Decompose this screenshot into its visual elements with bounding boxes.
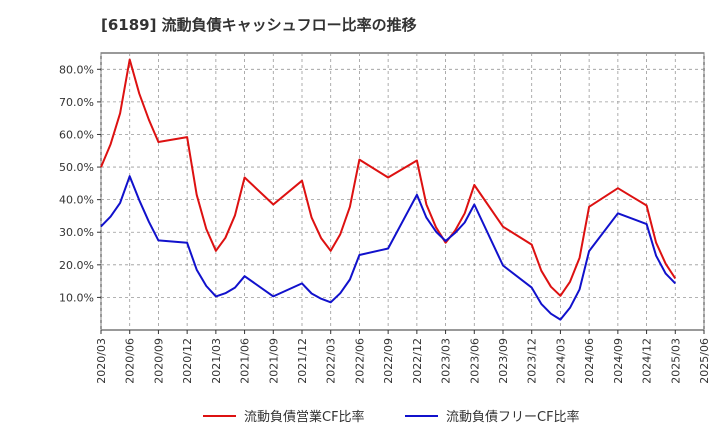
x-tick-label: 2021/12	[296, 338, 309, 384]
legend-label-2: 流動負債フリーCF比率	[446, 409, 580, 425]
series-line-2	[100, 175, 677, 321]
y-tick-label: 60.0%	[59, 128, 94, 141]
x-tick-label: 2025/06	[698, 338, 711, 384]
y-tick-label: 20.0%	[59, 259, 94, 272]
x-tick-label: 2025/03	[669, 338, 682, 384]
x-tick-label: 2023/06	[468, 338, 481, 384]
x-tick-label: 2024/06	[583, 338, 596, 384]
y-axis: 10.0% 20.0% 30.0% 40.0% 50.0% 60.0% 70.0% 80.0%	[59, 63, 101, 304]
legend: 流動負債営業CF比率 流動負債フリーCF比率	[203, 409, 580, 425]
x-tick-label: 2023/12	[526, 338, 539, 384]
y-tick-label: 80.0%	[59, 63, 94, 76]
x-tick-label: 2020/03	[95, 338, 108, 384]
x-tick-label: 2022/09	[382, 338, 395, 384]
x-axis: 2020/03 2020/06 2020/09 2020/12 2021/03 2021/…	[95, 330, 711, 384]
x-tick-label: 2024/12	[641, 338, 654, 384]
series-layer	[100, 58, 677, 321]
x-tick-label: 2021/06	[239, 338, 252, 384]
legend-label-1: 流動負債営業CF比率	[244, 409, 365, 425]
y-tick-label: 70.0%	[59, 96, 94, 109]
y-tick-label: 40.0%	[59, 194, 94, 207]
x-tick-label: 2020/12	[181, 338, 194, 384]
x-tick-label: 2022/03	[325, 338, 338, 384]
series-line-1	[100, 58, 677, 297]
y-tick-label: 50.0%	[59, 161, 94, 174]
x-tick-label: 2020/06	[124, 338, 137, 384]
x-tick-label: 2024/03	[554, 338, 567, 384]
x-tick-label: 2023/03	[440, 338, 453, 384]
y-tick-label: 30.0%	[59, 226, 94, 239]
x-tick-label: 2022/12	[411, 338, 424, 384]
x-tick-label: 2024/09	[612, 338, 625, 384]
x-tick-label: 2021/03	[210, 338, 223, 384]
chart-title: [6189] 流動負債キャッシュフロー比率の推移	[101, 16, 417, 34]
x-tick-label: 2020/09	[152, 338, 165, 384]
x-tick-label: 2021/09	[267, 338, 280, 384]
x-tick-label: 2022/06	[353, 338, 366, 384]
y-tick-label: 10.0%	[59, 291, 94, 304]
x-tick-label: 2023/09	[497, 338, 510, 384]
